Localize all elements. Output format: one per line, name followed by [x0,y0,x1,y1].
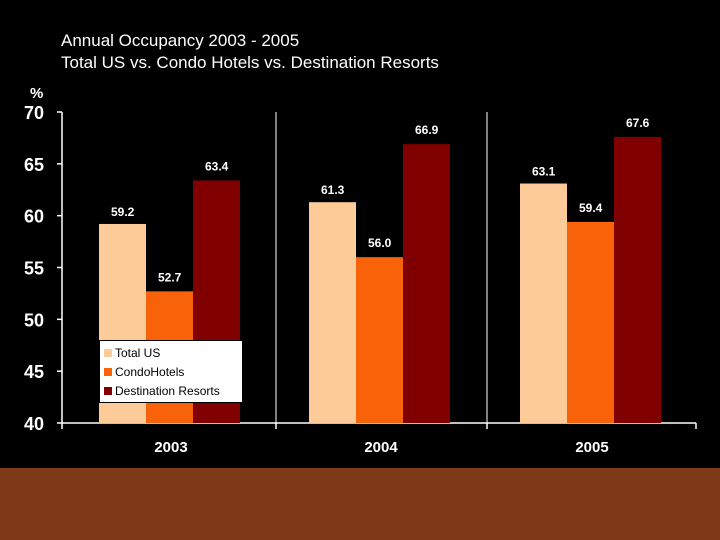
chart-title-line-1: Annual Occupancy 2003 - 2005 [61,31,300,50]
legend-swatch-destination-resorts [104,386,112,395]
bar-condohotels-2004 [356,257,403,423]
y-axis-label: % [30,85,43,102]
data-label-destination-resorts-2004: 66.9 [415,123,439,137]
data-label-destination-resorts-2003: 63.4 [205,159,229,173]
legend-item-destination-resorts: Destination Resorts [104,381,238,400]
data-label-total-us-2004: 61.3 [321,183,345,197]
data-label-total-us-2005: 63.1 [532,165,556,179]
chart-title: Annual Occupancy 2003 - 2005 Total US vs… [61,30,439,74]
data-label-destination-resorts-2005: 67.6 [626,116,650,130]
chart-title-line-2: Total US vs. Condo Hotels vs. Destinatio… [61,53,439,72]
y-tick-label: 55 [24,259,44,279]
data-label-condohotels-2004: 56.0 [368,236,392,250]
y-tick-label: 65 [24,155,44,175]
legend-item-condohotels: CondoHotels [104,362,238,381]
bar-destination-resorts-2005 [614,136,661,423]
x-tick-label: 2004 [364,439,398,456]
data-label-total-us-2003: 59.2 [111,205,135,219]
legend-swatch-total-us [104,348,112,357]
bar-total-us-2005 [520,183,567,423]
y-tick-label: 45 [24,362,44,382]
data-label-condohotels-2003: 52.7 [158,270,182,284]
legend-label-condohotels: CondoHotels [115,364,185,379]
y-tick-label: 50 [24,310,44,330]
legend-item-total-us: Total US [104,343,238,362]
bar-condohotels-2005 [567,221,614,423]
legend-swatch-condohotels [104,367,112,376]
bar-total-us-2004 [309,202,356,423]
y-tick-label: 60 [24,207,44,227]
y-tick-label: 40 [24,414,44,434]
chart-legend: Total US CondoHotels Destination Resorts [99,340,243,403]
legend-label-destination-resorts: Destination Resorts [115,383,220,398]
bar-destination-resorts-2004 [403,144,450,424]
legend-label-total-us: Total US [115,345,161,360]
x-tick-label: 2005 [575,439,608,456]
footer-band [0,468,720,540]
data-label-condohotels-2005: 59.4 [579,201,603,215]
x-tick-label: 2003 [154,439,187,456]
y-tick-label: 70 [24,103,44,123]
